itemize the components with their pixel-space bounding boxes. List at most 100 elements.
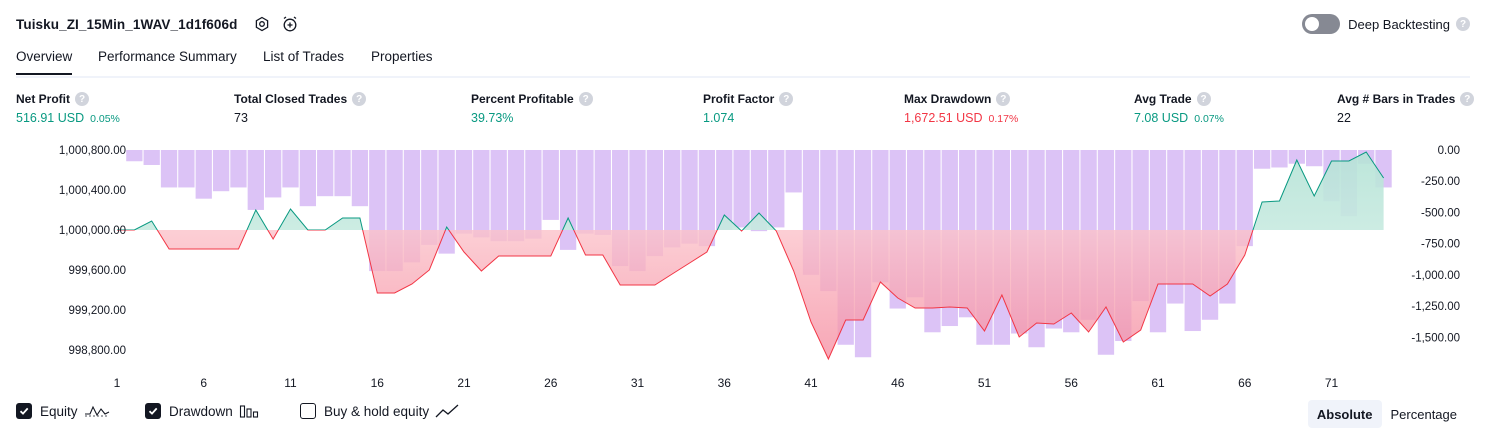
drawdown-bar bbox=[196, 150, 212, 199]
drawdown-bar bbox=[144, 150, 160, 165]
info-icon[interactable]: ? bbox=[579, 92, 593, 106]
drawdown-bar bbox=[1306, 150, 1322, 166]
metric-avg-trade: Avg Trade? 7.08 USD 0.07% bbox=[1134, 92, 1224, 125]
drawdown-bar bbox=[508, 150, 524, 241]
metric-percent: 0.05% bbox=[90, 113, 120, 125]
toggle-knob bbox=[1305, 17, 1319, 31]
drawdown-bar bbox=[178, 150, 194, 187]
drawdown-checkbox[interactable] bbox=[145, 403, 161, 419]
deep-backtesting: Deep Backtesting ? bbox=[1302, 13, 1470, 35]
metric-avg-bars: Avg # Bars in Trades? 22 bbox=[1337, 92, 1474, 125]
drawdown-bars-icon bbox=[239, 403, 259, 419]
percentage-button[interactable]: Percentage bbox=[1382, 400, 1467, 428]
buy-hold-line-icon bbox=[435, 403, 459, 419]
drawdown-bar bbox=[334, 150, 350, 196]
drawdown-bar bbox=[352, 150, 368, 206]
value-mode-switch: Absolute Percentage bbox=[1308, 400, 1466, 428]
tab-bar: Overview Performance Summary List of Tra… bbox=[16, 46, 1470, 78]
equity-drawdown-chart[interactable]: 1,000,800.00 1,000,400.00 1,000,000.00 999,… bbox=[0, 140, 1486, 390]
drawdown-bar bbox=[577, 150, 593, 234]
info-icon[interactable]: ? bbox=[75, 92, 89, 106]
buy-hold-checkbox[interactable] bbox=[300, 403, 316, 419]
tab-performance-summary[interactable]: Performance Summary bbox=[98, 49, 237, 73]
metric-percent-profitable: Percent Profitable? 39.73% bbox=[471, 92, 593, 125]
metric-percent: 0.07% bbox=[1194, 113, 1224, 125]
tab-overview[interactable]: Overview bbox=[16, 49, 72, 75]
metric-label: Avg Trade bbox=[1134, 92, 1192, 106]
drawdown-bar bbox=[213, 150, 229, 191]
metric-net-profit: Net Profit? 516.91 USD 0.05% bbox=[16, 92, 120, 125]
equity-line-icon bbox=[84, 403, 110, 419]
drawdown-bar bbox=[317, 150, 333, 196]
y-left-tick-label: 1,000,000.00 bbox=[59, 225, 126, 237]
metric-value: 73 bbox=[234, 111, 248, 125]
drawdown-bar bbox=[1271, 150, 1287, 167]
drawdown-bar bbox=[543, 150, 559, 220]
metric-label: Avg # Bars in Trades bbox=[1337, 92, 1455, 106]
metrics-row: Net Profit? 516.91 USD 0.05% Total Closed… bbox=[0, 92, 1486, 132]
legend-buy-hold[interactable]: Buy & hold equity bbox=[300, 403, 459, 419]
drawdown-bar bbox=[161, 150, 177, 187]
y-left-tick-label: 999,200.00 bbox=[68, 305, 126, 317]
legend-drawdown[interactable]: Drawdown bbox=[145, 403, 259, 419]
drawdown-bar bbox=[786, 150, 802, 192]
x-tick-label: 1 bbox=[114, 376, 121, 390]
x-tick-label: 36 bbox=[718, 376, 732, 390]
settings-gear-icon[interactable] bbox=[251, 13, 273, 35]
x-tick-label: 11 bbox=[284, 376, 297, 390]
y-right-tick-label: -750.00 bbox=[1421, 239, 1460, 251]
x-tick-label: 31 bbox=[631, 376, 645, 390]
metric-label: Percent Profitable bbox=[471, 92, 574, 106]
add-alarm-icon[interactable] bbox=[279, 13, 301, 35]
help-icon[interactable]: ? bbox=[1456, 17, 1470, 31]
strategy-header: Tuisku_ZI_15Min_1WAV_1d1f606d bbox=[16, 13, 301, 35]
legend-buy-hold-label: Buy & hold equity bbox=[324, 404, 429, 419]
metric-label: Total Closed Trades bbox=[234, 92, 347, 106]
legend-equity-label: Equity bbox=[40, 404, 78, 419]
y-right-tick-label: -1,000.00 bbox=[1411, 270, 1460, 282]
x-tick-label: 66 bbox=[1238, 376, 1252, 390]
drawdown-bar bbox=[491, 150, 507, 241]
drawdown-bar bbox=[126, 150, 142, 161]
info-icon[interactable]: ? bbox=[779, 92, 793, 106]
x-tick-label: 26 bbox=[544, 376, 558, 390]
y-right-tick-label: 0.00 bbox=[1438, 145, 1460, 157]
metric-value: 516.91 USD bbox=[16, 111, 84, 125]
metric-value: 1,672.51 USD bbox=[904, 111, 983, 125]
drawdown-bar bbox=[265, 150, 281, 197]
y-left-tick-label: 999,600.00 bbox=[68, 265, 126, 277]
y-left-tick-label: 1,000,800.00 bbox=[59, 145, 126, 157]
y-right-tick-label: -1,500.00 bbox=[1411, 332, 1460, 344]
deep-backtesting-toggle[interactable] bbox=[1302, 14, 1340, 34]
drawdown-bar bbox=[248, 150, 264, 210]
drawdown-bar bbox=[300, 150, 316, 206]
info-icon[interactable]: ? bbox=[1460, 92, 1474, 106]
drawdown-bar bbox=[768, 150, 784, 227]
y-right-tick-label: -250.00 bbox=[1421, 176, 1460, 188]
info-icon[interactable]: ? bbox=[1197, 92, 1211, 106]
deep-backtesting-label: Deep Backtesting bbox=[1348, 17, 1450, 32]
x-tick-label: 51 bbox=[978, 376, 992, 390]
drawdown-bar bbox=[230, 150, 246, 187]
y-right-tick-label: -1,250.00 bbox=[1411, 301, 1460, 313]
legend-drawdown-label: Drawdown bbox=[169, 404, 233, 419]
x-tick-label: 6 bbox=[200, 376, 207, 390]
drawdown-bar bbox=[681, 150, 697, 244]
info-icon[interactable]: ? bbox=[352, 92, 366, 106]
tab-list-of-trades[interactable]: List of Trades bbox=[263, 49, 344, 73]
y-right-tick-label: -500.00 bbox=[1421, 207, 1460, 219]
drawdown-bar bbox=[560, 150, 576, 250]
tab-properties[interactable]: Properties bbox=[371, 49, 433, 73]
y-left-tick-label: 998,800.00 bbox=[68, 345, 126, 357]
absolute-button[interactable]: Absolute bbox=[1308, 400, 1382, 428]
legend-equity[interactable]: Equity bbox=[16, 403, 110, 419]
info-icon[interactable]: ? bbox=[996, 92, 1010, 106]
x-tick-label: 61 bbox=[1151, 376, 1165, 390]
drawdown-bar bbox=[525, 150, 541, 239]
metric-label: Profit Factor bbox=[703, 92, 774, 106]
metric-value: 39.73% bbox=[471, 111, 513, 125]
metric-value: 1.074 bbox=[703, 111, 734, 125]
x-tick-label: 46 bbox=[891, 376, 905, 390]
equity-checkbox[interactable] bbox=[16, 403, 32, 419]
y-left-tick-label: 1,000,400.00 bbox=[59, 185, 126, 197]
